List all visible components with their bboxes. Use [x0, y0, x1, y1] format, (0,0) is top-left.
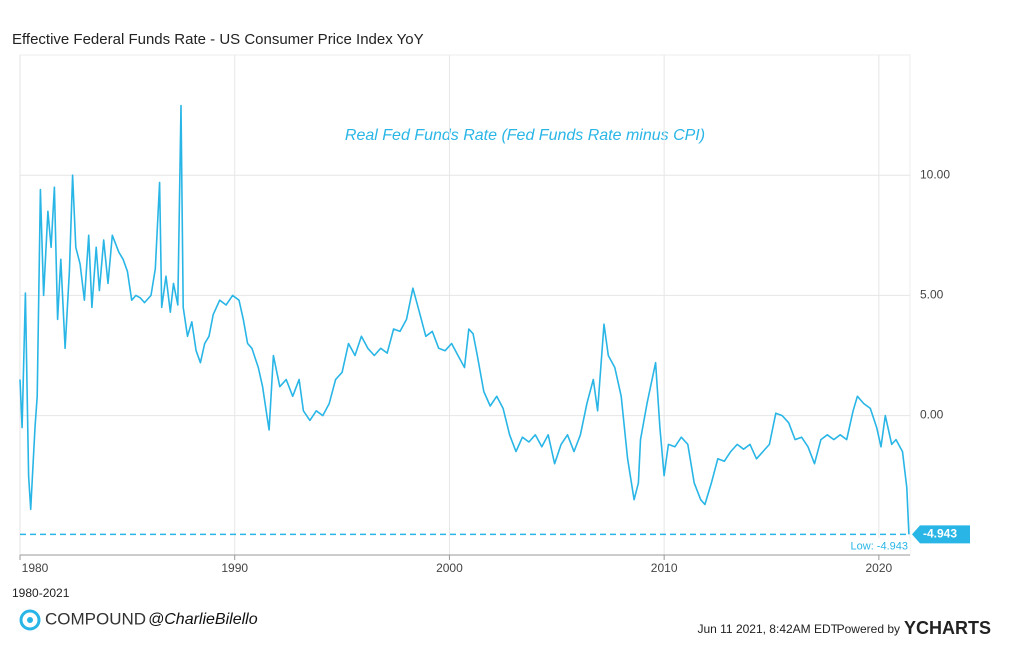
x-tick-label: 2000: [436, 561, 463, 575]
x-tick-label: 2020: [866, 561, 893, 575]
x-tick-label: 2010: [651, 561, 678, 575]
y-tick-label: 10.00: [920, 167, 950, 181]
low-label: Low: -4.943: [851, 540, 908, 552]
x-tick-label: 1980: [22, 561, 49, 575]
end-label: -4.943: [923, 527, 957, 541]
compound-logo: [19, 609, 41, 631]
brand: COMPOUND: [45, 609, 146, 628]
x-tick-label: 1990: [221, 561, 248, 575]
powered-by: Powered by: [837, 622, 900, 636]
handle: @CharlieBilello: [148, 611, 258, 628]
period: 1980-2021: [12, 586, 70, 600]
y-tick-label: 5.00: [920, 288, 944, 302]
timestamp: Jun 11 2021, 8:42AM EDT.: [697, 622, 840, 636]
low-label-box: [840, 538, 910, 555]
annotation: Real Fed Funds Rate (Fed Funds Rate minu…: [345, 127, 705, 144]
y-tick-label: 0.00: [920, 408, 944, 422]
end-label-box: [912, 525, 970, 544]
chart-title: Effective Federal Funds Rate - US Consum…: [12, 31, 424, 48]
data-line: [19, 104, 910, 535]
ycharts-logo: YCHARTS: [904, 618, 991, 638]
logo-dot: [27, 617, 33, 623]
logo-ring: [19, 609, 41, 631]
